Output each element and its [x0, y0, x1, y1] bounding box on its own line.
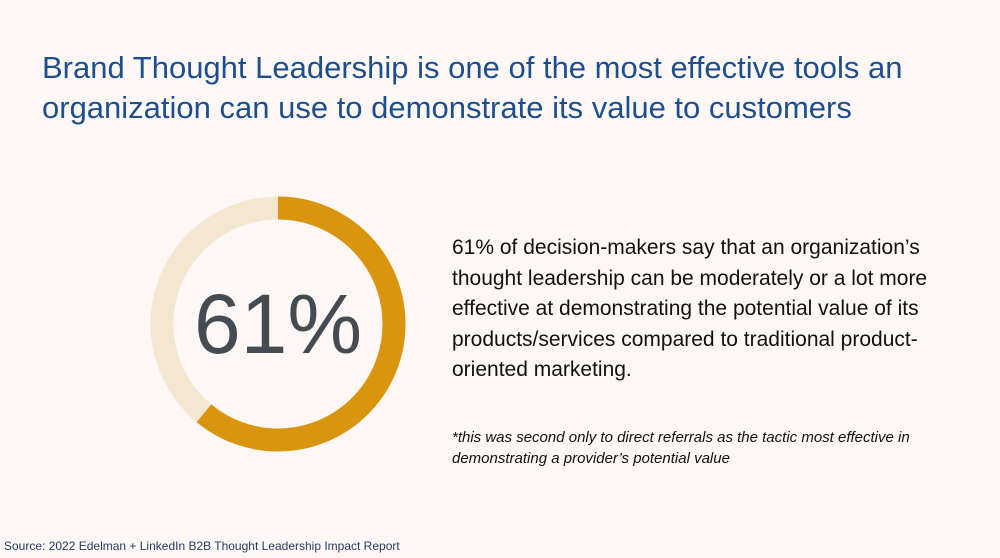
page-title-line-1: Brand Thought Leadership is one of the m… [42, 50, 903, 85]
page-title-line-2: organization can use to demonstrate its … [42, 90, 852, 125]
donut-center-label: 61% [193, 276, 363, 371]
page-title: Brand Thought Leadership is one of the m… [42, 48, 972, 128]
donut-slice-primary [150, 196, 406, 452]
footnote: *this was second only to direct referral… [452, 429, 910, 467]
source-citation: Source: 2022 Edelman + LinkedIn B2B Thou… [4, 539, 400, 553]
stat-description: 61% of decision-makers say that an organ… [452, 236, 928, 381]
donut-chart-svg [150, 196, 406, 452]
donut-chart: 61% [148, 194, 408, 454]
